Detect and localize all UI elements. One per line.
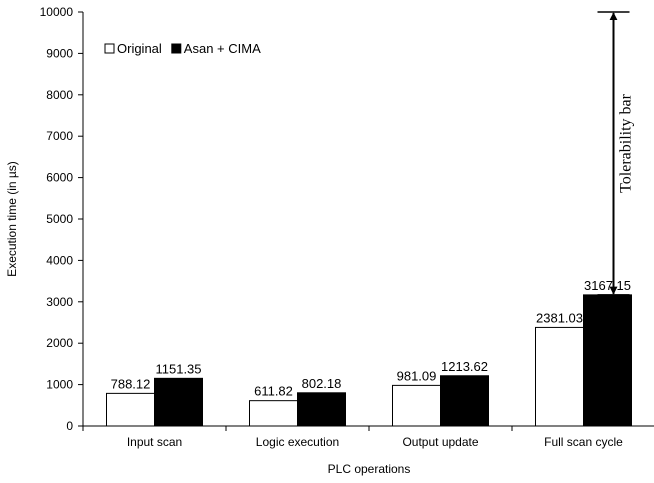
- x-tick-label: Input scan: [127, 435, 182, 449]
- bar-original-logic-execution: [249, 400, 298, 427]
- value-label: 788.12: [111, 376, 151, 391]
- y-tick-label: 0: [66, 419, 73, 433]
- x-tick-label: Full scan cycle: [544, 435, 623, 449]
- bars: [106, 294, 632, 427]
- value-label: 802.18: [302, 376, 342, 391]
- x-tick-label: Logic execution: [256, 435, 339, 449]
- y-tick-label: 1000: [46, 378, 73, 392]
- value-label: 2381.03: [536, 310, 583, 325]
- bar-asan-cima-logic-execution: [297, 392, 346, 427]
- value-label: 3167.15: [584, 278, 631, 293]
- plot-area: 0 1000 2000 3000 4000 5000 6000 7000 8000 9000 100…: [40, 5, 654, 449]
- bar-asan-cima-output-update: [440, 375, 489, 427]
- y-tick-label: 6000: [46, 171, 73, 185]
- legend-label-asan-cima: Asan + CIMA: [184, 41, 261, 56]
- value-label: 1151.35: [155, 361, 201, 376]
- value-labels: 788.12 611.82 981.09 2381.03 1151.35 802.18 12…: [111, 278, 631, 399]
- y-tick-label: 8000: [46, 88, 73, 102]
- legend-swatch-original: [104, 43, 115, 54]
- x-tick-label: Output update: [402, 435, 478, 449]
- y-tick-label: 7000: [46, 129, 73, 143]
- tolerability-annotation: Tolerability bar: [597, 11, 635, 296]
- legend-swatch-asan-cima: [171, 43, 182, 54]
- bar-original-full-scan-cycle: [535, 326, 584, 427]
- y-tick-label: 4000: [46, 253, 73, 267]
- value-label: 611.82: [254, 384, 293, 399]
- bar-asan-cima-full-scan-cycle: [583, 294, 632, 427]
- value-label: 981.09: [397, 368, 437, 383]
- y-tick-label: 2000: [46, 336, 73, 350]
- bar-original-output-update: [392, 384, 441, 427]
- value-label: 1213.62: [441, 359, 488, 374]
- x-ticks: Input scan Logic execution Output update Fu…: [82, 426, 623, 449]
- y-ticks: 0 1000 2000 3000 4000 5000 6000 7000 8000 9000 100…: [40, 5, 83, 433]
- y-tick-label: 10000: [40, 5, 74, 19]
- y-tick-label: 5000: [46, 212, 73, 226]
- tolerability-label: Tolerability bar: [618, 93, 635, 193]
- y-tick-label: 3000: [46, 295, 73, 309]
- legend-label-original: Original: [117, 41, 162, 56]
- y-axis-title: Execution time (in µs): [5, 161, 19, 277]
- x-axis-title: PLC operations: [328, 462, 411, 476]
- bar-asan-cima-input-scan: [154, 377, 203, 427]
- y-tick-label: 9000: [46, 46, 73, 60]
- bar-original-input-scan: [106, 392, 155, 427]
- legend: Original Asan + CIMA: [104, 41, 261, 56]
